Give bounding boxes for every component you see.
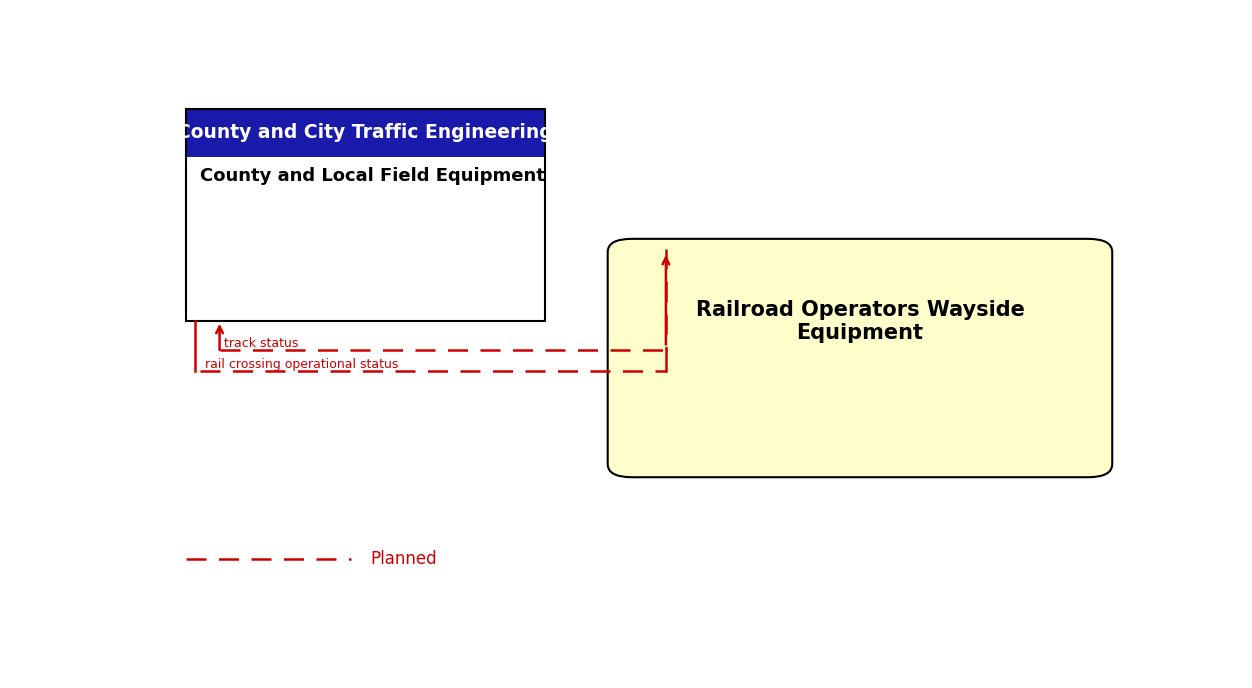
Text: Railroad Operators Wayside
Equipment: Railroad Operators Wayside Equipment (696, 300, 1024, 343)
FancyBboxPatch shape (607, 239, 1112, 477)
Text: track status: track status (224, 337, 299, 350)
Bar (185, 109, 545, 157)
Text: County and Local Field Equipment: County and Local Field Equipment (200, 167, 545, 185)
Bar (185, 157, 545, 321)
Bar (185, 109, 545, 321)
Text: Planned: Planned (371, 550, 437, 568)
Text: County and City Traffic Engineering: County and City Traffic Engineering (178, 123, 553, 142)
Text: rail crossing operational status: rail crossing operational status (205, 358, 398, 371)
